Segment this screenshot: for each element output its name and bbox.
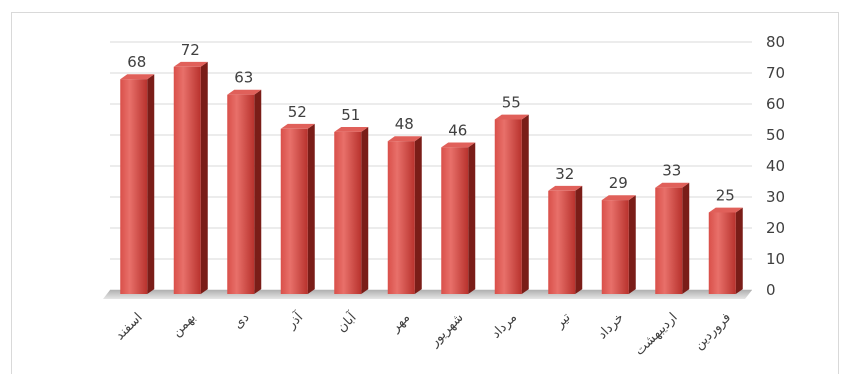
bar-top	[655, 182, 690, 188]
bar-side	[200, 61, 208, 295]
x-tick-label: خرداد	[595, 310, 627, 342]
bar-top	[387, 136, 422, 142]
data-label: 51	[341, 106, 360, 124]
bar	[280, 123, 315, 295]
bar-front	[120, 79, 148, 294]
floor-plane	[103, 290, 752, 299]
bar-top	[334, 127, 369, 132]
bar-side	[254, 89, 262, 294]
bar-side	[468, 142, 476, 294]
x-tick-label: مرداد	[489, 310, 520, 341]
x-tick-label: اردیبهشت	[632, 310, 680, 358]
bar-top	[601, 195, 636, 201]
bar-top	[548, 185, 583, 191]
y-tick-label: 20	[766, 219, 785, 237]
bar-top	[227, 89, 262, 95]
bar-front	[173, 66, 201, 294]
data-labels: 68 72 63 52 51 48 46 55 32 29 33 25	[127, 41, 735, 205]
y-tick-label: 60	[766, 95, 785, 113]
bar	[120, 74, 155, 294]
y-tick-label: 30	[766, 188, 785, 206]
bar-side	[628, 195, 636, 294]
bar-front	[601, 200, 629, 294]
bar-top	[494, 114, 529, 120]
bar	[708, 207, 743, 294]
y-tick-label: 50	[766, 126, 785, 144]
bar-front	[548, 190, 576, 294]
bar-front	[334, 131, 362, 294]
data-label: 68	[127, 53, 146, 71]
bar-front	[280, 128, 308, 294]
bar-front	[708, 212, 736, 294]
bar-side	[575, 185, 583, 294]
y-axis: 0 10 20 30 40 50 60 70 80	[766, 33, 785, 299]
bar-side	[735, 207, 743, 294]
chart-floor	[103, 290, 752, 299]
bar	[334, 127, 369, 294]
bar	[548, 185, 583, 294]
data-label: 72	[181, 41, 200, 59]
bar-top	[280, 123, 315, 129]
bar-top	[173, 61, 208, 67]
bar-front	[441, 147, 469, 294]
data-label: 55	[502, 94, 521, 112]
bar	[227, 89, 262, 294]
y-tick-label: 40	[766, 157, 785, 175]
x-tick-label: آذر	[282, 308, 307, 333]
x-axis: اسفند بهمن دی آذر آبان مهر شهریور مرداد تیر خرداد…	[112, 308, 734, 359]
x-tick-label: تیر	[552, 310, 574, 332]
x-tick-label: بهمن	[169, 310, 199, 340]
bar	[173, 61, 208, 295]
bar-side	[147, 74, 155, 294]
bar-side	[307, 123, 315, 295]
bar	[601, 195, 636, 294]
bar-side	[682, 182, 690, 294]
data-label: 32	[555, 165, 574, 183]
bar-front	[494, 119, 522, 294]
bar	[441, 142, 476, 294]
x-tick-label: اسفند	[112, 310, 145, 343]
bar-top	[441, 142, 476, 148]
data-label: 46	[448, 121, 467, 139]
data-label: 48	[395, 115, 414, 133]
y-tick-label: 0	[766, 281, 776, 299]
x-tick-label: شهریور	[427, 310, 467, 350]
bar-front	[227, 94, 255, 294]
y-tick-label: 10	[766, 250, 785, 268]
data-label: 33	[662, 162, 681, 180]
bar	[387, 136, 422, 294]
bars	[120, 61, 743, 295]
bar	[494, 114, 529, 294]
bar-side	[361, 127, 369, 294]
data-label: 29	[609, 174, 628, 192]
bar-top	[120, 74, 155, 80]
x-tick-label: فروردین	[691, 310, 734, 353]
bar-side	[414, 136, 422, 294]
bar-side	[521, 114, 529, 294]
x-tick-label: مهر	[388, 310, 414, 336]
data-label: 63	[234, 69, 253, 87]
y-tick-label: 80	[766, 33, 785, 51]
y-tick-label: 70	[766, 64, 785, 82]
data-label: 25	[716, 187, 735, 205]
x-tick-label: آبان	[333, 308, 361, 336]
bar-front	[655, 187, 683, 294]
x-tick-label: دی	[231, 310, 253, 332]
bar-top	[708, 207, 743, 213]
bar-front	[387, 141, 415, 294]
bar	[655, 182, 690, 294]
data-label: 52	[288, 103, 307, 121]
